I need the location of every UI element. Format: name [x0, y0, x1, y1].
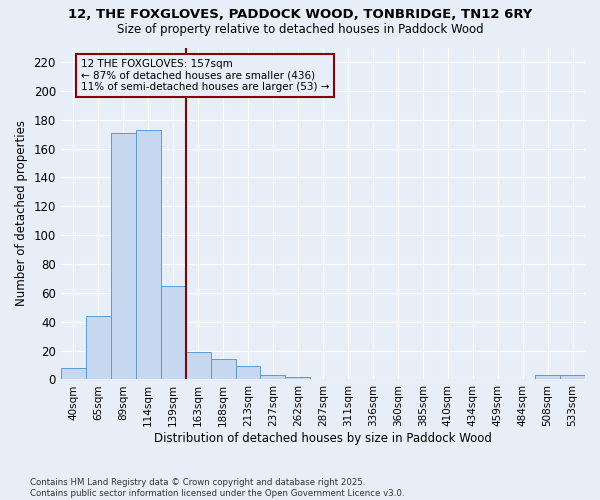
Bar: [161, 286, 185, 380]
Y-axis label: Number of detached properties: Number of detached properties: [15, 120, 28, 306]
Text: Contains HM Land Registry data © Crown copyright and database right 2025.
Contai: Contains HM Land Registry data © Crown c…: [30, 478, 404, 498]
Bar: [185, 352, 211, 380]
Text: 12, THE FOXGLOVES, PADDOCK WOOD, TONBRIDGE, TN12 6RY: 12, THE FOXGLOVES, PADDOCK WOOD, TONBRID…: [68, 8, 532, 20]
X-axis label: Distribution of detached houses by size in Paddock Wood: Distribution of detached houses by size …: [154, 432, 492, 445]
Bar: [136, 130, 161, 380]
Bar: [286, 376, 310, 380]
Text: Size of property relative to detached houses in Paddock Wood: Size of property relative to detached ho…: [116, 22, 484, 36]
Bar: [111, 132, 136, 380]
Bar: [86, 316, 111, 380]
Bar: [560, 375, 585, 380]
Bar: [260, 375, 286, 380]
Bar: [211, 360, 236, 380]
Text: 12 THE FOXGLOVES: 157sqm
← 87% of detached houses are smaller (436)
11% of semi-: 12 THE FOXGLOVES: 157sqm ← 87% of detach…: [81, 59, 329, 92]
Bar: [61, 368, 86, 380]
Bar: [535, 375, 560, 380]
Bar: [236, 366, 260, 380]
